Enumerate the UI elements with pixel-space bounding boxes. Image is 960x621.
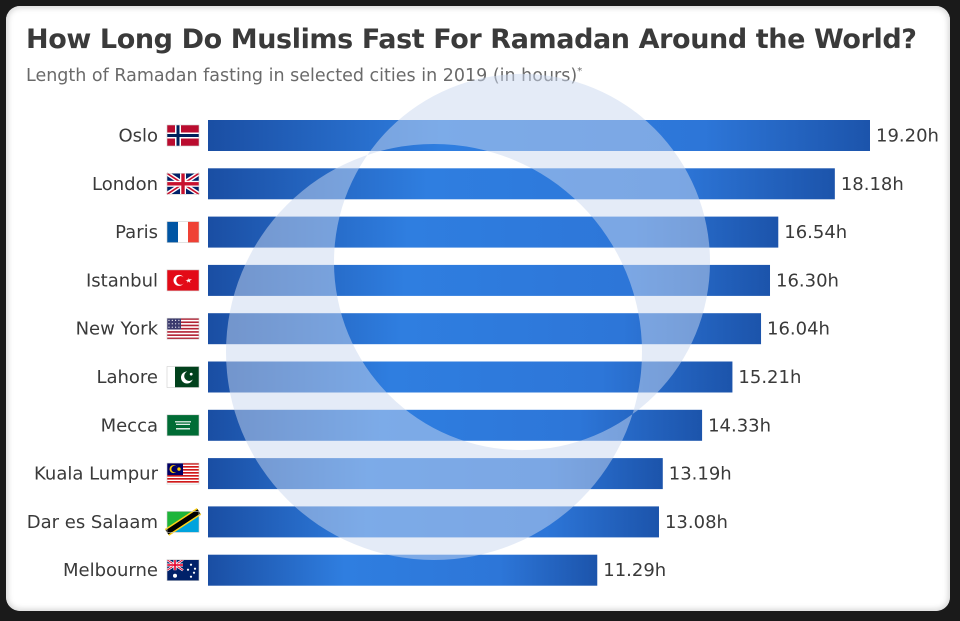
category-label: Dar es Salaam — [27, 512, 158, 533]
usa-flag-icon — [166, 317, 200, 340]
value-label: 11.29h — [603, 560, 666, 581]
value-label: 14.33h — [708, 415, 771, 436]
category-label: London — [92, 174, 158, 195]
category-label: Mecca — [101, 415, 158, 436]
france-flag-icon — [166, 221, 200, 243]
tanzania-flag-icon — [164, 508, 202, 536]
category-label: Lahore — [96, 367, 158, 388]
chart-title: How Long Do Muslims Fast For Ramadan Aro… — [26, 24, 917, 55]
category-label: New York — [76, 319, 159, 340]
value-label: 13.19h — [669, 464, 732, 485]
turkey-flag-icon — [166, 269, 200, 292]
chart-subtitle: Length of Ramadan fasting in selected ci… — [26, 66, 582, 86]
value-label: 13.08h — [665, 512, 728, 533]
subtitle-text: Length of Ramadan fasting in selected ci… — [26, 66, 578, 86]
value-label: 18.18h — [841, 174, 904, 195]
category-label: Istanbul — [86, 270, 158, 291]
category-label: Melbourne — [63, 560, 158, 581]
value-label: 16.30h — [776, 270, 839, 291]
category-label: Paris — [115, 222, 158, 243]
crescent-moon-icon — [226, 73, 710, 561]
value-label: 16.04h — [767, 319, 830, 340]
value-label: 15.21h — [738, 367, 801, 388]
norway-flag-icon — [166, 124, 200, 147]
malaysia-flag-icon — [166, 462, 200, 485]
australia-flag-icon — [166, 558, 200, 582]
saudi-flag-icon — [166, 414, 200, 437]
bar-melbourne — [208, 554, 598, 586]
footnote-marker: * — [577, 66, 583, 78]
value-label: 19.20h — [876, 126, 939, 147]
category-label: Kuala Lumpur — [34, 464, 159, 485]
pakistan-flag-icon — [166, 366, 200, 388]
value-label: 16.54h — [784, 222, 847, 243]
uk-flag-icon — [165, 171, 201, 197]
category-label: Oslo — [118, 126, 158, 147]
